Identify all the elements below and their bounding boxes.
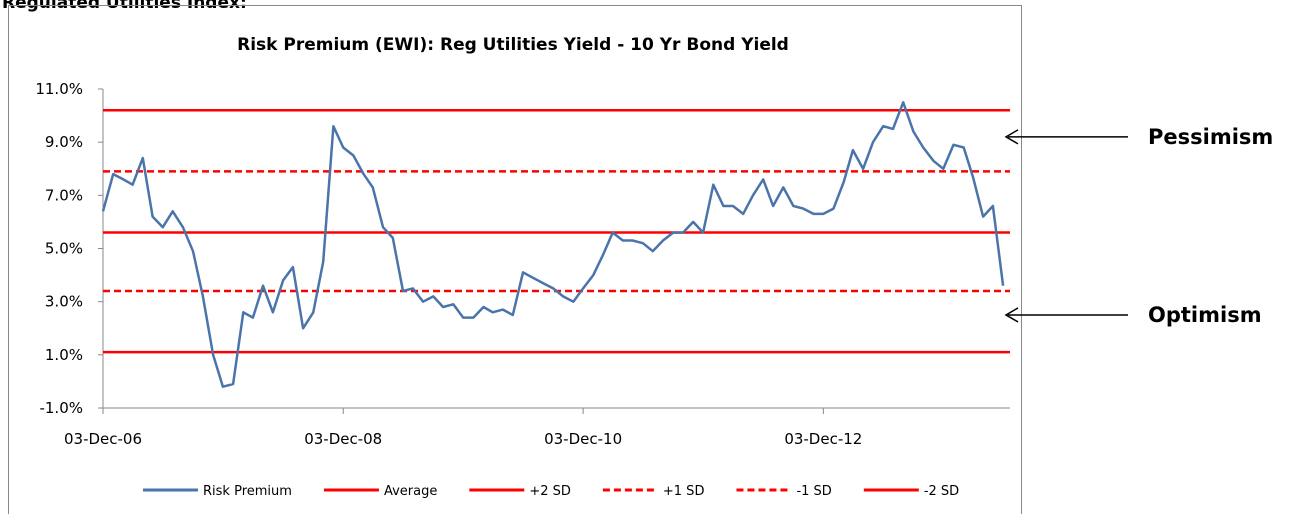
x-tick-label: 03-Dec-12 bbox=[784, 430, 862, 448]
y-tick-label: 7.0% bbox=[45, 186, 83, 204]
chart-border bbox=[8, 5, 1022, 519]
legend-label: +1 SD bbox=[663, 484, 705, 499]
chart-title: Risk Premium (EWI): Reg Utilities Yield … bbox=[237, 35, 789, 55]
y-tick-label: 3.0% bbox=[45, 293, 83, 311]
legend-label: +2 SD bbox=[529, 484, 571, 499]
legend-label: -1 SD bbox=[796, 484, 831, 499]
y-tick-label: 1.0% bbox=[45, 346, 83, 364]
legend-label: Average bbox=[384, 484, 437, 499]
x-tick-label: 03-Dec-10 bbox=[544, 430, 622, 448]
y-tick-label: 11.0% bbox=[35, 80, 83, 98]
annotation-arrowhead bbox=[1004, 129, 1019, 145]
page-header: Regulated Utilities Index: bbox=[2, 0, 247, 13]
x-tick-label: 03-Dec-06 bbox=[64, 430, 142, 448]
x-tick-label: 03-Dec-08 bbox=[304, 430, 382, 448]
legend-label: -2 SD bbox=[924, 484, 959, 499]
annotation-text: Optimism bbox=[1148, 303, 1262, 327]
annotation-text: Pessimism bbox=[1148, 125, 1273, 149]
annotation-arrowhead bbox=[1004, 307, 1019, 323]
y-tick-label: 5.0% bbox=[45, 240, 83, 258]
y-tick-label: 9.0% bbox=[45, 133, 83, 151]
data-line bbox=[101, 101, 1005, 388]
legend-label: Risk Premium bbox=[203, 484, 292, 499]
y-tick-label: -1.0% bbox=[39, 399, 83, 417]
